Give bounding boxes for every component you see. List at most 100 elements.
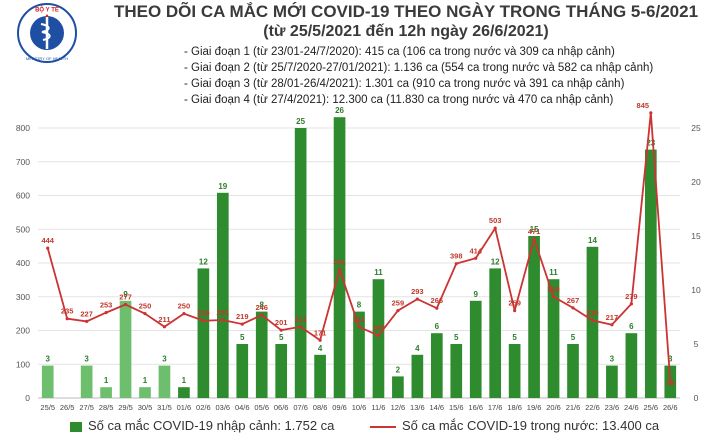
- x-tick-label: 27/5: [79, 403, 94, 412]
- bar-value-label: 5: [454, 333, 459, 342]
- line-value-label: 293: [411, 287, 424, 296]
- line-value-label: 444: [41, 236, 54, 245]
- x-tick-label: 19/6: [527, 403, 542, 412]
- line-point-08-6: [318, 338, 322, 342]
- y-left-tick-label: 300: [16, 292, 30, 302]
- line-point-09-6: [337, 267, 342, 272]
- x-tick-label: 17/6: [488, 403, 503, 412]
- x-tick-label: 05/6: [254, 403, 269, 412]
- y-left-tick-label: 600: [16, 191, 30, 201]
- bar-value-label: 12: [199, 257, 208, 266]
- line-value-label: 277: [119, 293, 132, 302]
- bar-value-label: 6: [435, 322, 440, 331]
- x-tick-label: 25/5: [40, 403, 55, 412]
- bar-value-label: 11: [374, 268, 383, 277]
- x-tick-label: 20/6: [546, 403, 561, 412]
- bar-value-label: 9: [474, 290, 479, 299]
- logo-subtext: MINISTRY OF HEALTH: [26, 56, 68, 61]
- x-tick-label: 04/6: [235, 403, 250, 412]
- line-value-label: 250: [178, 302, 191, 311]
- line-value-label: 253: [100, 301, 113, 310]
- line-point-27-5: [85, 319, 89, 323]
- logo-text: BỘ Y TẾ: [35, 6, 59, 14]
- x-tick-label: 15/6: [449, 403, 464, 412]
- page-subtitle: (từ 25/5/2021 đến 12h ngày 26/6/2021): [263, 23, 549, 40]
- legend-domestic-label: Số ca mắc COVID-19 trong nước: 13.400 ca: [402, 418, 660, 433]
- line-point-24-6: [629, 302, 633, 306]
- x-tick-label: 18/6: [507, 403, 522, 412]
- line-point-21-6: [571, 306, 575, 310]
- legend-imported-swatch: [70, 421, 82, 432]
- bar-value-label: 19: [218, 182, 227, 191]
- x-tick-label: 16/6: [468, 403, 483, 412]
- bar-imported-31-5: [158, 365, 171, 398]
- y-right-tick-label: 5: [694, 339, 699, 349]
- bar-imported-01-6: [178, 387, 190, 398]
- line-point-14-6: [435, 306, 439, 310]
- y-left-tick-label: 0: [25, 393, 30, 403]
- y-left-tick-label: 400: [16, 258, 30, 268]
- bar-imported-14-6: [430, 333, 443, 398]
- bar-imported-28-5: [100, 387, 112, 398]
- line-value-label: 231: [217, 308, 230, 317]
- line-point-10-6: [357, 325, 361, 329]
- bar-imported-30-5: [139, 387, 151, 398]
- bar-value-label: 3: [162, 355, 167, 364]
- line-point-02-6: [201, 319, 205, 323]
- line-value-label: 267: [567, 296, 580, 305]
- line-point-18-6: [513, 308, 517, 313]
- line-value-label: 227: [80, 309, 93, 318]
- bar-value-label: 14: [588, 236, 597, 245]
- line-point-25-6: [649, 111, 653, 115]
- x-tick-label: 25/6: [644, 403, 659, 412]
- x-tick-label: 21/6: [566, 403, 581, 412]
- legend-domestic: Số ca mắc COVID-19 trong nước: 13.400 ca: [370, 418, 659, 433]
- bar-imported-05-6: [255, 311, 268, 398]
- bar-imported-03-6: [216, 192, 229, 398]
- bar-value-label: 2: [396, 365, 401, 374]
- x-tick-label: 07/6: [293, 403, 308, 412]
- phase-2-summary: - Giai đoạn 2 (từ 25/7/2020-27/01/2021):…: [184, 62, 654, 74]
- y-left-tick-label: 700: [16, 157, 30, 167]
- bar-value-label: 3: [46, 355, 51, 364]
- bar-value-label: 3: [668, 355, 673, 364]
- bar-imported-11-6: [372, 279, 385, 398]
- bar-imported-16-6: [469, 300, 482, 398]
- bar-value-label: 9: [123, 290, 128, 299]
- line-point-22-6: [590, 318, 595, 322]
- line-point-29-5: [123, 302, 128, 307]
- line-value-label: 217: [606, 313, 619, 322]
- bar-imported-07-6: [294, 128, 307, 398]
- line-value-label: 398: [450, 252, 463, 261]
- bar-imported-25-5: [41, 365, 54, 398]
- line-value-label: 250: [139, 302, 152, 311]
- line-point-11-6: [376, 333, 381, 338]
- line-point-17-6: [493, 226, 497, 230]
- line-value-label: 414: [469, 246, 482, 255]
- bar-value-label: 26: [335, 106, 344, 115]
- phase-summary-list: - Giai đoạn 1 (từ 23/01-24/7/2020): 415 …: [184, 44, 653, 108]
- bar-imported-08-6: [314, 354, 326, 398]
- bar-imported-20-6: [547, 279, 560, 398]
- bar-imported-27-5: [80, 365, 93, 398]
- line-value-label: 211: [295, 315, 307, 324]
- bar-imported-12-6: [392, 376, 404, 398]
- line-value-label: 266: [431, 296, 444, 305]
- x-tick-label: 14/6: [430, 403, 445, 412]
- bar-imported-02-6: [197, 268, 210, 398]
- line-point-26-6: [668, 379, 672, 384]
- line-point-31-5: [162, 325, 167, 329]
- bar-imported-13-6: [411, 354, 424, 398]
- bar-imported-22-6: [586, 246, 599, 398]
- legend-imported: Số ca mắc COVID-19 nhập cảnh: 1.752 ca: [70, 418, 334, 433]
- bar-value-label: 5: [279, 333, 284, 342]
- line-point-04-6: [240, 322, 244, 326]
- bar-value-label: 15: [530, 225, 539, 234]
- line-point-20-6: [551, 295, 556, 299]
- x-tick-label: 01/6: [177, 403, 192, 412]
- bar-value-label: 25: [296, 117, 305, 126]
- line-value-label: 246: [255, 303, 268, 312]
- line-value-label: 235: [61, 307, 74, 316]
- bar-imported-25-6: [644, 149, 657, 398]
- bar-value-label: 5: [512, 333, 517, 342]
